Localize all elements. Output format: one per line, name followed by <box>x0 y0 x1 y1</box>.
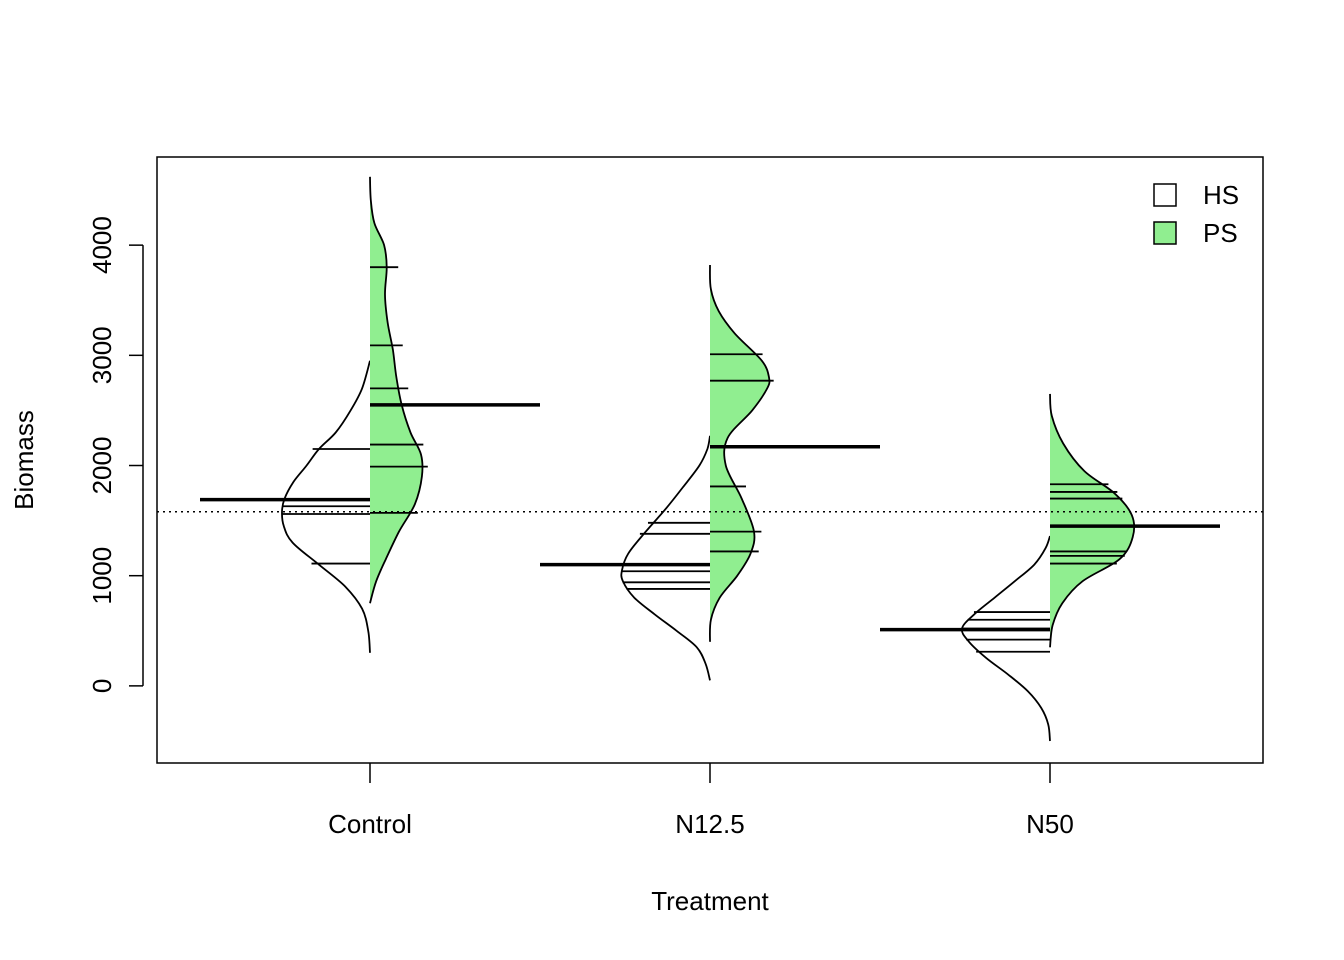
bean-fill-ps-control <box>370 176 423 604</box>
legend-swatch-ps <box>1153 221 1177 245</box>
bean-fill-ps-n12-5 <box>709 265 770 642</box>
x-tick-label-n12-5: N12.5 <box>675 809 744 839</box>
bean-fill-hs-n50 <box>961 536 1050 741</box>
bean-outline-ps-control <box>369 176 424 604</box>
y-tick-label-3000: 3000 <box>87 326 117 384</box>
y-tick-label-2000: 2000 <box>87 437 117 495</box>
y-tick-label-1000: 1000 <box>87 547 117 605</box>
x-axis: Control N12.5 N50 <box>328 763 1074 839</box>
legend-swatch-hs <box>1153 183 1177 207</box>
legend: HS PS <box>1153 180 1239 248</box>
legend-label-ps: PS <box>1203 218 1238 248</box>
y-axis: 0 1000 2000 3000 4000 <box>87 216 144 693</box>
y-tick-label-4000: 4000 <box>87 216 117 274</box>
x-axis-title: Treatment <box>651 886 769 916</box>
bean-outline-hs-control <box>281 360 371 653</box>
bean-outline-hs-n12-5 <box>620 435 711 681</box>
x-tick-label-n50: N50 <box>1026 809 1074 839</box>
beans-layer <box>281 176 1136 742</box>
bean-outline-hs-n50 <box>960 535 1051 742</box>
legend-label-hs: HS <box>1203 180 1239 210</box>
bean-outline-ps-n12-5 <box>708 264 771 642</box>
y-tick-label-0: 0 <box>87 679 117 693</box>
group-means-layer <box>200 403 1220 632</box>
bean-fill-ps-n50 <box>1050 393 1135 648</box>
x-tick-label-control: Control <box>328 809 412 839</box>
bean-fill-hs-n12-5 <box>621 435 710 681</box>
y-axis-title: Biomass <box>9 410 39 510</box>
